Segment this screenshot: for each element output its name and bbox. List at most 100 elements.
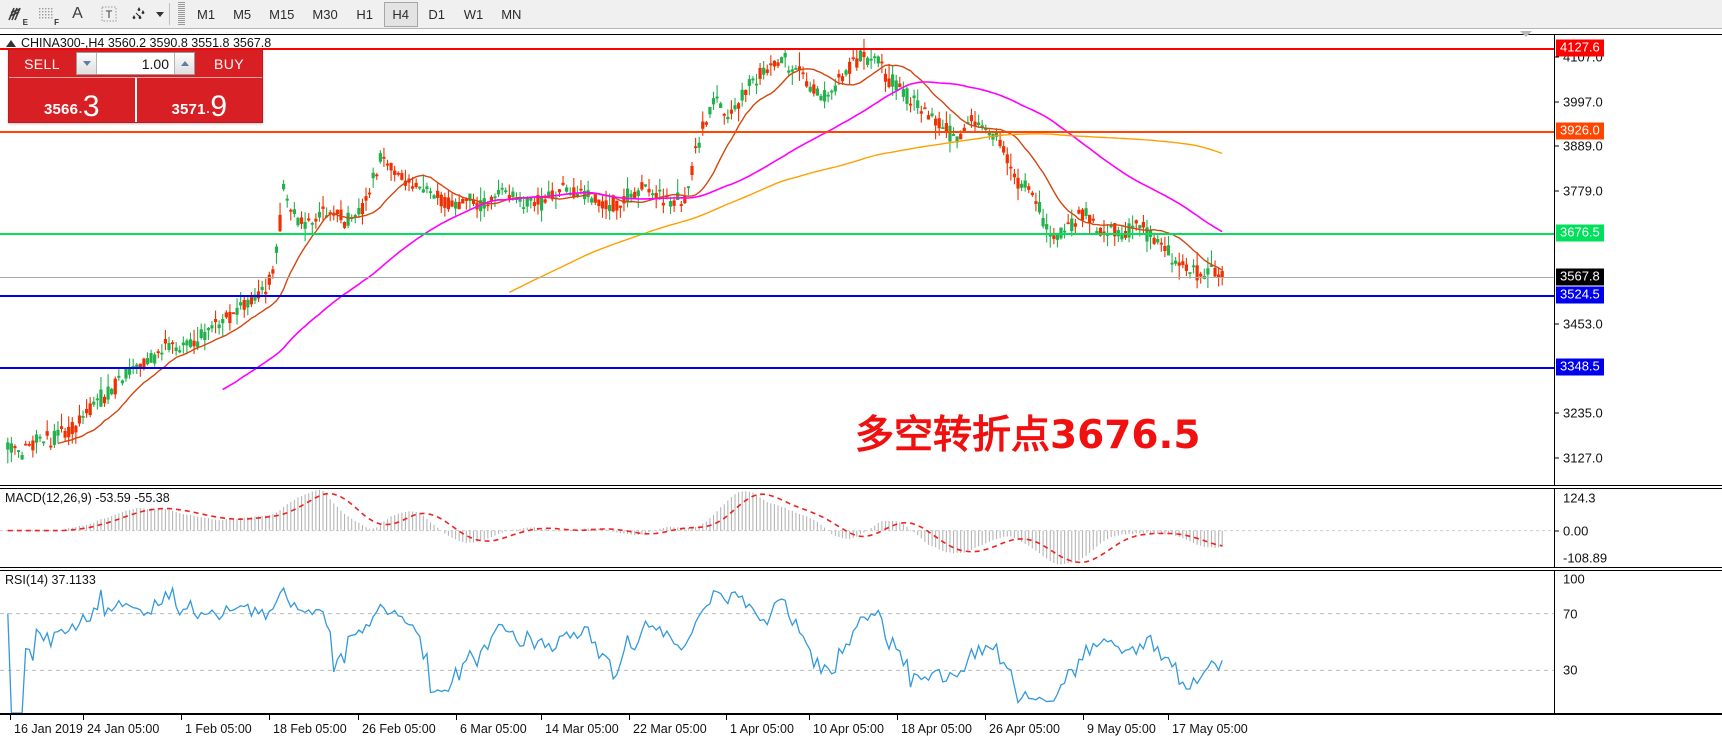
price-badge-support-3524[interactable]: 3524.5: [1556, 286, 1604, 304]
price-plot[interactable]: [0, 35, 1554, 485]
ma-line-140: [508, 133, 1223, 294]
rsi-plot[interactable]: [0, 571, 1554, 713]
price-badge-pivot-3676[interactable]: 3676.5: [1556, 224, 1604, 242]
chart-annotation-text[interactable]: 多空转折点3676.5: [855, 413, 1201, 458]
buy-price[interactable]: 3571 . 9: [134, 77, 262, 122]
price-pane[interactable]: CHINA300-,H4 3560.2 3590.8 3551.8 3567.8…: [0, 34, 1722, 486]
timeframe-mn[interactable]: MN: [501, 6, 522, 22]
toolbar-grip-handle[interactable]: [178, 2, 185, 26]
macd-header-label: MACD(12,26,9) -53.59 -55.38: [5, 491, 170, 505]
rsi-header-label: RSI(14) 37.1133: [5, 573, 96, 587]
svg-text:T: T: [105, 9, 112, 21]
rsi-tick-label-100: 100: [1563, 571, 1585, 587]
ma-line-14: [57, 64, 1223, 445]
rsi-tick-label-70: 70: [1563, 606, 1578, 622]
price-tick-mark: [1555, 457, 1559, 459]
time-axis-label-13: 17 May 05:00: [1172, 722, 1248, 736]
one-click-trading-panel[interactable]: SELL 1.00 BUY 3566 . 3 3571 . 9: [8, 49, 263, 123]
price-badge-last-price-3567[interactable]: 3567.8: [1556, 268, 1604, 286]
time-axis-label-5: 6 Mar 05:00: [460, 722, 527, 736]
time-axis-label-9: 10 Apr 05:00: [813, 722, 884, 736]
price-tick-mark: [1555, 101, 1559, 103]
macd-pane[interactable]: MACD(12,26,9) -53.59 -55.38 124.3 0.00 -10…: [0, 488, 1722, 568]
time-axis-label-7: 22 Mar 05:00: [633, 722, 707, 736]
time-axis-label-1: 24 Jan 05:00: [87, 722, 160, 736]
objects-dropdown-caret-icon[interactable]: [156, 11, 164, 17]
price-badge-resistance-3926[interactable]: 3926.0: [1556, 122, 1604, 140]
support-3348-line[interactable]: [0, 366, 1554, 369]
time-axis-label-0: 16 Jan 2019: [14, 722, 83, 736]
macd-histogram: [53, 489, 1223, 565]
buy-button[interactable]: BUY: [214, 55, 244, 72]
timeframe-w1[interactable]: W1: [463, 6, 484, 22]
price-y-axis[interactable]: 4107.03997.03889.03779.03453.03235.03127…: [1554, 35, 1722, 485]
sell-price-dot: .: [78, 98, 83, 117]
time-axis-tick: [269, 715, 270, 720]
trade-panel-controls-row: SELL 1.00 BUY: [9, 50, 262, 77]
rsi-line: [7, 585, 1223, 713]
volume-input[interactable]: 1.00: [141, 55, 169, 72]
symbol-header-text: CHINA300-,H4 3560.2 3590.8 3551.8 3567.8: [21, 36, 272, 50]
time-axis[interactable]: 16 Jan 2019 24 Jan 05:00 1 Feb 05:00 18 Feb…: [0, 714, 1722, 753]
last-price-line[interactable]: [0, 277, 1554, 279]
timeframe-h1[interactable]: H1: [356, 6, 374, 22]
time-axis-label-4: 26 Feb 05:00: [362, 722, 436, 736]
chart-area[interactable]: CHINA300-,H4 3560.2 3590.8 3551.8 3567.8…: [0, 29, 1722, 753]
macd-tick-label-0: 124.3: [1563, 490, 1596, 506]
macd-tick-mark: [1555, 530, 1559, 532]
time-axis-label-11: 26 Apr 05:00: [989, 722, 1060, 736]
candlestick-series: [6, 38, 1224, 464]
macd-signal-line: [7, 492, 1223, 564]
price-badge-support-3348[interactable]: 3348.5: [1556, 358, 1604, 376]
time-axis-label-10: 18 Apr 05:00: [901, 722, 972, 736]
chevron-down-icon: [82, 61, 91, 66]
timeframe-m5[interactable]: M5: [233, 6, 252, 22]
objects-icon[interactable]: [124, 1, 155, 28]
sell-button[interactable]: SELL: [24, 55, 60, 72]
sell-price[interactable]: 3566 . 3: [9, 77, 135, 122]
toolbar-separator: [169, 3, 170, 25]
ma-line-60: [222, 81, 1223, 391]
trade-panel-prices-row: 3566 . 3 3571 . 9: [9, 77, 262, 122]
indicators-icon[interactable]: [0, 1, 31, 28]
timeframe-m1[interactable]: M1: [197, 6, 216, 22]
support-3524-line[interactable]: [0, 294, 1554, 297]
time-axis-label-8: 1 Apr 05:00: [730, 722, 794, 736]
time-axis-label-12: 9 May 05:00: [1087, 722, 1156, 736]
resistance-4127-line[interactable]: [0, 48, 1554, 51]
macd-tick-label-2: -108.89: [1563, 550, 1608, 566]
timeframe-m15[interactable]: M15: [269, 6, 295, 22]
sell-price-last-digit: 3: [82, 90, 100, 123]
buy-price-dot: .: [205, 98, 211, 117]
volume-stepper[interactable]: 1.00: [76, 52, 195, 75]
chart-collapse-caret-icon[interactable]: [1520, 31, 1532, 37]
timeframe-m30[interactable]: M30: [312, 6, 338, 22]
resistance-3926-line[interactable]: [0, 130, 1554, 133]
price-candles-svg: [6, 38, 1224, 464]
timeframe-d1[interactable]: D1: [428, 6, 446, 22]
macd-plot[interactable]: [0, 489, 1554, 567]
timeframe-h4[interactable]: H4: [383, 1, 418, 27]
time-axis-tick: [358, 715, 359, 720]
price-tick-mark: [1555, 145, 1559, 147]
text-box-icon[interactable]: T: [93, 1, 124, 28]
pivot-3676-line[interactable]: [0, 232, 1554, 235]
time-axis-tick: [456, 715, 457, 720]
time-axis-tick: [629, 715, 630, 720]
price-badge-resistance-4127[interactable]: 4127.6: [1556, 39, 1604, 57]
macd-y-axis: 124.3 0.00 -108.89: [1554, 489, 1722, 567]
volume-increment-button[interactable]: [174, 53, 194, 74]
time-axis-label-6: 14 Mar 05:00: [545, 722, 619, 736]
volume-decrement-button[interactable]: [77, 53, 97, 74]
rsi-pane[interactable]: RSI(14) 37.1133 100 70 30: [0, 570, 1722, 714]
grid-icon[interactable]: [31, 1, 62, 28]
time-axis-tick: [726, 715, 727, 720]
time-axis-tick: [541, 715, 542, 720]
text-label-icon[interactable]: A: [72, 5, 83, 22]
time-axis-tick: [809, 715, 810, 720]
macd-tick-label-1: 0.00: [1563, 523, 1589, 539]
collapse-triangle-icon[interactable]: [6, 39, 16, 47]
main-toolbar: A T M1 M5 M15 M30 H1 H4 D1 W1 MN: [0, 0, 1722, 29]
time-axis-label-3: 18 Feb 05:00: [273, 722, 347, 736]
